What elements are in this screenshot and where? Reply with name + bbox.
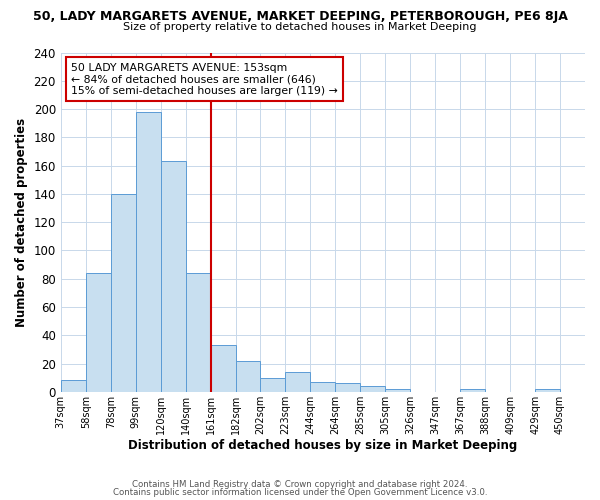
Bar bbox=[535, 389, 560, 392]
Bar bbox=[385, 389, 410, 392]
Bar bbox=[61, 380, 86, 392]
Bar bbox=[286, 372, 310, 392]
Text: 50 LADY MARGARETS AVENUE: 153sqm
← 84% of detached houses are smaller (646)
15% : 50 LADY MARGARETS AVENUE: 153sqm ← 84% o… bbox=[71, 62, 338, 96]
Text: 50, LADY MARGARETS AVENUE, MARKET DEEPING, PETERBOROUGH, PE6 8JA: 50, LADY MARGARETS AVENUE, MARKET DEEPIN… bbox=[32, 10, 568, 23]
Bar bbox=[161, 162, 185, 392]
X-axis label: Distribution of detached houses by size in Market Deeping: Distribution of detached houses by size … bbox=[128, 440, 518, 452]
Bar bbox=[111, 194, 136, 392]
Text: Contains HM Land Registry data © Crown copyright and database right 2024.: Contains HM Land Registry data © Crown c… bbox=[132, 480, 468, 489]
Bar bbox=[236, 360, 260, 392]
Bar bbox=[361, 386, 385, 392]
Bar bbox=[310, 382, 335, 392]
Bar bbox=[86, 273, 111, 392]
Text: Size of property relative to detached houses in Market Deeping: Size of property relative to detached ho… bbox=[123, 22, 477, 32]
Bar bbox=[211, 345, 236, 392]
Bar bbox=[335, 384, 361, 392]
Text: Contains public sector information licensed under the Open Government Licence v3: Contains public sector information licen… bbox=[113, 488, 487, 497]
Bar bbox=[460, 389, 485, 392]
Y-axis label: Number of detached properties: Number of detached properties bbox=[15, 118, 28, 326]
Bar bbox=[136, 112, 161, 392]
Bar bbox=[185, 273, 211, 392]
Bar bbox=[260, 378, 286, 392]
